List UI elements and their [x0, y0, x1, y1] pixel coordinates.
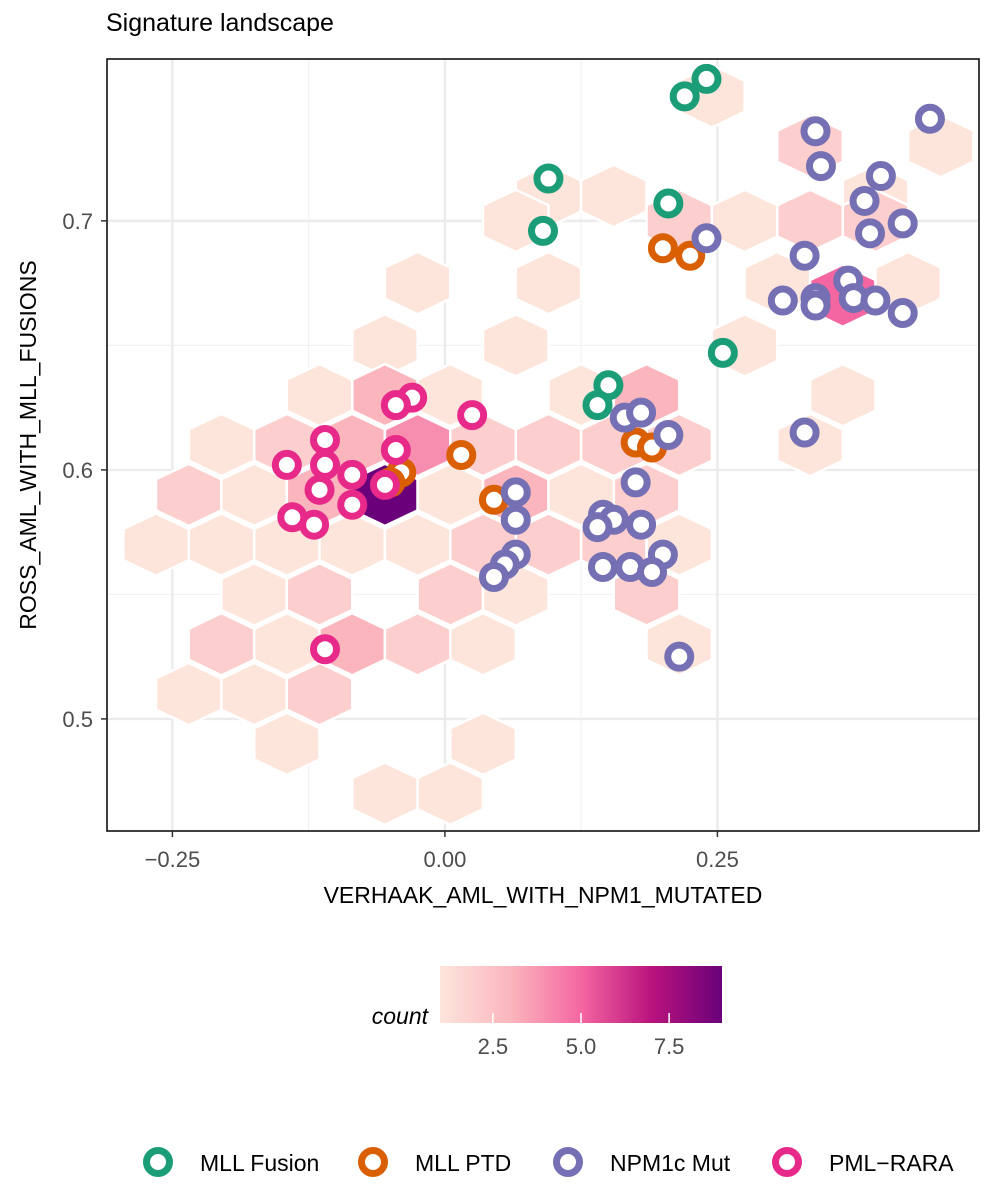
hexbin-cell [579, 163, 648, 229]
data-point [691, 223, 722, 254]
x-tick-label: −0.25 [145, 847, 201, 872]
data-point [380, 434, 411, 465]
data-point [653, 188, 684, 219]
hexbin-cell [808, 362, 877, 428]
data-point [860, 285, 891, 316]
y-tick-label: 0.7 [62, 209, 93, 234]
x-tick-label: 0.25 [696, 847, 739, 872]
series-npm1c-mut [478, 103, 945, 672]
plot-border [106, 58, 980, 832]
data-point [446, 439, 477, 470]
x-axis-ticks: −0.25 0.00 0.25 [145, 831, 739, 872]
data-point [626, 397, 657, 428]
series-mll-fusion [528, 63, 738, 421]
data-point [299, 509, 330, 540]
y-tick-label: 0.5 [62, 707, 93, 732]
data-point [647, 233, 678, 264]
data-point [849, 185, 880, 216]
data-point [528, 215, 558, 246]
data-point [887, 208, 918, 239]
legend-item: MLL PTD [358, 1147, 511, 1177]
data-point [380, 390, 411, 421]
data-point [669, 81, 700, 112]
legend-key [772, 1147, 802, 1177]
data-point [310, 634, 340, 665]
data-point [865, 161, 896, 192]
data-point [500, 504, 531, 535]
data-point [620, 467, 651, 498]
data-point [587, 552, 618, 583]
chart-title: Signature landscape [106, 9, 334, 37]
data-point [582, 512, 613, 543]
data-point [664, 641, 695, 672]
legend-label: MLL Fusion [200, 1150, 319, 1176]
colorbar-ticks: 2.5 5.0 7.5 [478, 1013, 685, 1059]
colorbar-tick-label: 2.5 [478, 1034, 509, 1059]
series-pml-rara [271, 382, 488, 665]
data-point [582, 390, 613, 421]
data-point [369, 469, 400, 500]
data-point [457, 400, 488, 431]
data-point [337, 489, 368, 520]
hexbin-cell [449, 611, 518, 677]
y-tick-label: 0.6 [62, 458, 93, 483]
data-point [500, 477, 531, 508]
legend-key [143, 1147, 173, 1177]
data-point [914, 103, 945, 134]
points-layer [271, 63, 945, 672]
data-point [800, 116, 831, 147]
data-point [887, 298, 918, 329]
legend-item: NPM1c Mut [553, 1147, 731, 1177]
hexbin-cell [383, 250, 452, 316]
hexbin-cell [449, 711, 518, 777]
y-axis-title: ROSS_AML_WITH_MLL_FUSIONS [15, 260, 41, 629]
data-point [789, 240, 820, 271]
legend-label: NPM1c Mut [610, 1150, 731, 1176]
hexbin-cell [514, 250, 583, 316]
hexbin-cell [481, 312, 550, 378]
colorbar-tick-label: 5.0 [566, 1034, 597, 1059]
hexbin-cell [252, 711, 321, 777]
data-point [533, 163, 564, 194]
colorbar-tick-label: 7.5 [654, 1034, 685, 1059]
data-point [310, 425, 340, 456]
x-tick-label: 0.00 [423, 847, 466, 872]
legend: MLL Fusion MLL PTD NPM1c Mut PML−RARA [143, 1147, 954, 1177]
hexbin-cell [285, 661, 354, 727]
data-point [478, 561, 509, 592]
data-point [337, 459, 368, 490]
data-point [637, 557, 667, 588]
legend-label: MLL PTD [415, 1150, 511, 1176]
data-point [800, 290, 831, 321]
data-point [675, 240, 706, 271]
colorbar-title: count [372, 1003, 430, 1029]
data-point [855, 218, 885, 249]
legend-key [358, 1147, 388, 1177]
data-point [789, 417, 820, 448]
colorbar: count 2.5 5.0 7.5 [372, 966, 722, 1059]
data-point [767, 285, 798, 316]
legend-item: PML−RARA [772, 1147, 954, 1177]
data-point [691, 63, 722, 94]
data-point [304, 474, 335, 505]
hexbin-layer [122, 63, 975, 827]
legend-key [553, 1147, 583, 1177]
legend-label: PML−RARA [829, 1150, 954, 1176]
legend-item: MLL Fusion [143, 1147, 319, 1177]
data-point [271, 449, 302, 480]
x-axis-title: VERHAAK_AML_WITH_NPM1_MUTATED [324, 882, 763, 908]
y-axis-ticks: 0.5 0.6 0.7 [62, 209, 107, 732]
data-point [626, 509, 657, 540]
data-point [805, 151, 836, 182]
data-point [707, 337, 738, 368]
hexbin-cell [285, 561, 354, 627]
data-point [310, 449, 340, 480]
data-point [653, 420, 684, 451]
hexbin-cell [416, 761, 485, 827]
